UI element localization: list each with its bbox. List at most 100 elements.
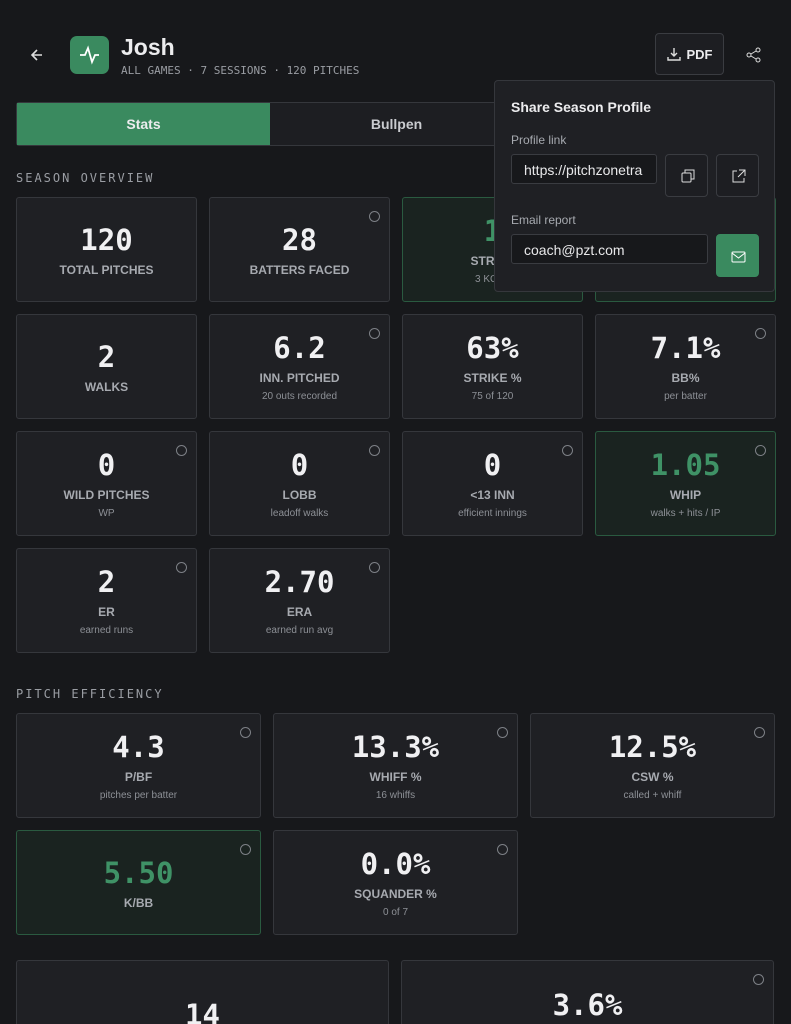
stat-label: P/BF xyxy=(124,770,153,784)
stat-sublabel: WP xyxy=(98,508,115,519)
stat-card: 1.05 WHIP walks + hits / IP xyxy=(595,431,776,536)
stat-sublabel: 75 of 120 xyxy=(471,391,514,402)
info-icon[interactable] xyxy=(369,562,380,573)
stat-card: 13.3% WHIFF % 16 whiffs xyxy=(273,713,518,818)
stat-card: 12.5% CSW % called + whiff xyxy=(530,713,775,818)
stat-sublabel: earned run avg xyxy=(265,625,334,636)
stat-card: 7.1% BB% per batter xyxy=(595,314,776,419)
stat-value: 5.50 xyxy=(103,855,174,890)
stat-card: 120 TOTAL PITCHES xyxy=(16,197,197,302)
stat-value: 0 xyxy=(97,448,116,482)
info-icon[interactable] xyxy=(369,328,380,339)
stat-card: 2.70 ERA earned run avg xyxy=(209,548,390,653)
stat-card: 5.50 K/BB xyxy=(16,830,261,935)
stat-sublabel: 16 whiffs xyxy=(375,790,416,801)
stat-value: 0.0% xyxy=(360,847,431,881)
back-button[interactable] xyxy=(29,47,45,63)
stat-card: 2 ER earned runs xyxy=(16,548,197,653)
stat-card: 14 xyxy=(16,960,389,1024)
player-subtitle: ALL GAMES · 7 SESSIONS · 120 PITCHES xyxy=(121,64,360,77)
stat-label: INN. PITCHED xyxy=(259,371,340,385)
stat-value: 4.3 xyxy=(112,730,165,764)
info-icon[interactable] xyxy=(562,445,573,456)
stat-label: ER xyxy=(98,605,115,619)
app-icon xyxy=(70,36,109,74)
info-icon[interactable] xyxy=(369,445,380,456)
info-icon[interactable] xyxy=(240,727,251,738)
stat-label: ERA xyxy=(286,605,313,619)
link-label: Profile link xyxy=(511,133,567,147)
stat-value: 63% xyxy=(466,331,519,365)
email-input[interactable]: coach@pzt.com xyxy=(511,234,708,264)
stat-label: WHIP xyxy=(669,488,702,502)
stat-value: 6.2 xyxy=(273,331,326,365)
info-icon[interactable] xyxy=(497,844,508,855)
stat-value: 12.5% xyxy=(608,730,697,764)
stat-label: K/BB xyxy=(123,895,154,910)
stat-card: 0 LOBB leadoff walks xyxy=(209,431,390,536)
stat-value: 3.6% xyxy=(552,988,623,1022)
stat-label: STRIKE % xyxy=(463,371,522,385)
share-popup: Share Season Profile Profile link https:… xyxy=(494,80,775,292)
send-email-button[interactable] xyxy=(716,234,759,277)
email-label: Email report xyxy=(511,213,576,227)
stat-value: 2.70 xyxy=(264,565,335,599)
info-icon[interactable] xyxy=(240,844,251,855)
share-button[interactable] xyxy=(746,47,762,63)
stat-value: 13.3% xyxy=(351,730,440,764)
stat-value: 0 xyxy=(483,448,502,482)
copy-button[interactable] xyxy=(665,154,708,197)
info-icon[interactable] xyxy=(755,328,766,339)
stat-value: 1.05 xyxy=(650,448,721,482)
stat-sublabel: pitches per batter xyxy=(99,790,178,801)
stat-label: WALKS xyxy=(84,379,129,394)
info-icon[interactable] xyxy=(753,974,764,985)
stat-label: WHIFF % xyxy=(369,770,422,784)
stat-value: 2 xyxy=(97,339,116,374)
tab[interactable]: Bullpen xyxy=(370,116,423,132)
section-title: SEASON OVERVIEW xyxy=(16,171,155,185)
stat-sublabel: efficient innings xyxy=(458,508,527,519)
stat-label: CSW % xyxy=(631,770,674,784)
stat-sublabel: 20 outs recorded xyxy=(261,391,338,402)
stat-label: BATTERS FACED xyxy=(249,262,350,277)
stat-card: 0 <13 INN efficient innings xyxy=(402,431,583,536)
stat-sublabel: 0 of 7 xyxy=(382,907,409,918)
info-icon[interactable] xyxy=(176,562,187,573)
stat-card: 0 WILD PITCHES WP xyxy=(16,431,197,536)
info-icon[interactable] xyxy=(755,445,766,456)
section-title: PITCH EFFICIENCY xyxy=(16,687,164,701)
link-input[interactable]: https://pitchzonetra xyxy=(511,154,657,184)
stat-value: 14 xyxy=(185,998,220,1024)
popup-title: Share Season Profile xyxy=(511,99,652,115)
stat-card: 0.0% SQUANDER % 0 of 7 xyxy=(273,830,518,935)
stat-sublabel: 3 KCS · xyxy=(474,274,510,285)
stat-label: TOTAL PITCHES xyxy=(59,262,154,277)
stat-card: 3.6%HBP % xyxy=(401,960,774,1024)
stat-value: 28 xyxy=(282,222,317,257)
stat-label: WILD PITCHES xyxy=(63,488,150,502)
info-icon[interactable] xyxy=(369,211,380,222)
stat-card: 63% STRIKE % 75 of 120 xyxy=(402,314,583,419)
stat-card: 4.3 P/BF pitches per batter xyxy=(16,713,261,818)
info-icon[interactable] xyxy=(497,727,508,738)
stat-label: SQUANDER % xyxy=(354,887,437,901)
player-name: Josh xyxy=(121,34,175,60)
info-icon[interactable] xyxy=(754,727,765,738)
tab[interactable]: Stats xyxy=(17,103,270,145)
stat-value: 120 xyxy=(80,222,133,257)
stat-card: 28 BATTERS FACED xyxy=(209,197,390,302)
stat-label: BB% xyxy=(671,371,700,385)
pdf-button[interactable]: PDF xyxy=(655,33,724,75)
stat-sublabel: leadoff walks xyxy=(270,508,329,519)
stat-value: 7.1% xyxy=(650,331,721,365)
stat-value: 2 xyxy=(97,565,116,599)
stat-label: <13 INN xyxy=(470,488,515,502)
open-link-button[interactable] xyxy=(716,154,759,197)
stat-card: 6.2 INN. PITCHED 20 outs recorded xyxy=(209,314,390,419)
stat-sublabel: walks + hits / IP xyxy=(650,508,721,519)
stat-label: LOBB xyxy=(282,488,317,502)
stat-sublabel: called + whiff xyxy=(623,790,682,801)
info-icon[interactable] xyxy=(176,445,187,456)
